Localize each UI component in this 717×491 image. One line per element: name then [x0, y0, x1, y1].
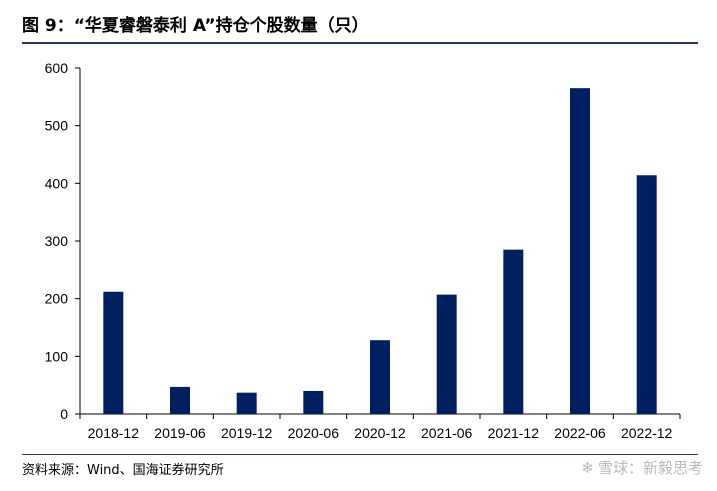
x-tick-label: 2021-12	[488, 425, 540, 441]
x-tick-label: 2019-06	[154, 425, 206, 441]
source-note: 资料来源：Wind、国海证券研究所	[22, 463, 224, 478]
bar-2019-12	[236, 392, 257, 414]
y-tick-label: 500	[45, 118, 69, 134]
bar-2022-06	[570, 88, 590, 414]
y-tick-label: 600	[45, 60, 69, 76]
bar-2022-12	[636, 175, 657, 414]
y-tick-label: 300	[45, 233, 69, 249]
watermark-text: 雪球：新毅思考	[597, 459, 703, 477]
x-tick-label: 2018-12	[88, 425, 140, 441]
x-tick-label: 2019-12	[221, 425, 273, 441]
snowball-icon: ❄	[581, 459, 594, 477]
bar-2018-12	[103, 291, 124, 414]
x-tick-label: 2020-12	[354, 425, 406, 441]
bar-2019-06	[170, 386, 190, 414]
x-tick-label: 2022-12	[621, 425, 673, 441]
x-tick-label: 2022-06	[554, 425, 606, 441]
bar-2020-06	[303, 390, 324, 414]
bar-chart: 0 100 200 300 400 500 600 2018-12 2019-06 2019-12…	[45, 60, 681, 441]
figure-title: 图 9：“华夏睿磐泰利 A”持仓个股数量（只）	[22, 16, 369, 36]
x-tick-label: 2020-06	[288, 425, 340, 441]
title-divider	[22, 42, 698, 44]
y-tick-label: 0	[60, 406, 68, 422]
y-tick-label: 400	[45, 175, 69, 191]
bar-2021-12	[503, 249, 524, 414]
x-tick-label: 2021-06	[421, 425, 473, 441]
bar-2021-06	[436, 294, 457, 414]
footer-divider	[22, 454, 698, 455]
y-tick-label: 100	[45, 348, 69, 364]
watermark: ❄ 雪球：新毅思考	[581, 457, 703, 478]
bar-2020-12	[370, 340, 390, 414]
y-tick-label: 200	[45, 291, 69, 307]
